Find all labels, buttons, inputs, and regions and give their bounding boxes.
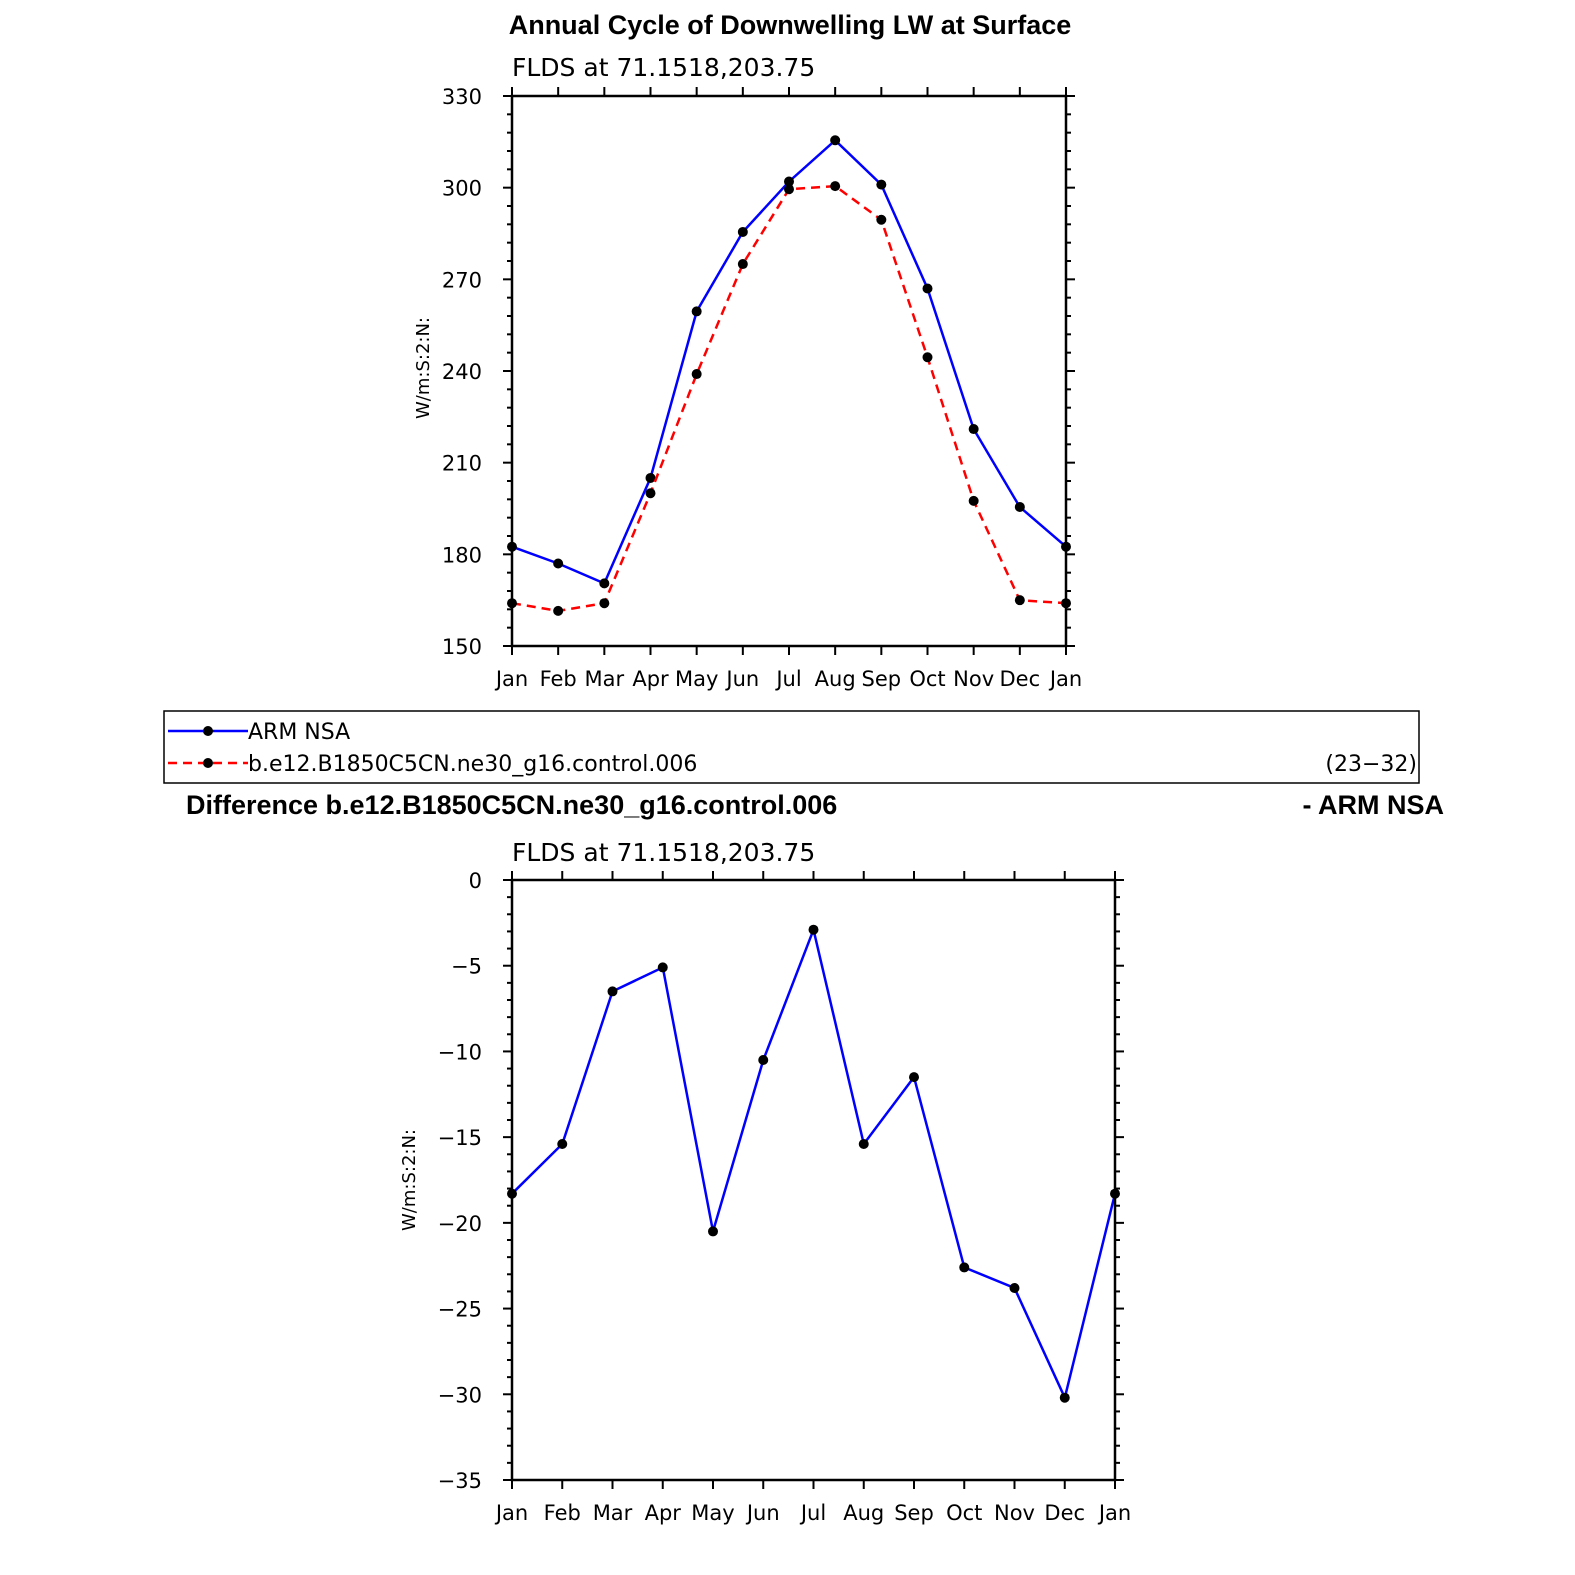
bottom-chart-title-left: Difference b.e12.B1850C5CN.ne30_g16.cont… [186,790,837,820]
top-data-point [691,369,702,380]
bottom-data-point [909,1072,919,1083]
bottom-xtick-label: Nov [994,1501,1035,1525]
top-data-point [876,179,887,190]
top-data-point [599,578,610,589]
bottom-data-point [557,1139,568,1149]
bottom-chart-title-right: - ARM NSA [1303,790,1445,820]
top-chart-axes: Jan Feb Mar Apr May Jun Jul Aug Sep Oct Nov Dec Jan 1… [442,85,1082,691]
bottom-xtick-label: Sep [894,1501,934,1525]
bottom-xtick-label: May [691,1501,734,1525]
bottom-data-point [657,962,668,973]
top-data-point [553,605,564,616]
top-data-point [784,184,794,195]
bottom-ytick-label: −10 [438,1040,482,1064]
bottom-chart-series [507,924,1120,1403]
top-xtick-label: Mar [585,667,625,691]
bottom-ytick-label: −25 [438,1298,482,1322]
bottom-data-point [808,924,819,935]
bottom-xtick-label: Dec [1044,1501,1085,1525]
top-xtick-label: Apr [632,667,669,691]
top-data-point [784,176,794,187]
bottom-xtick-label: Jul [799,1501,826,1525]
top-ytick-label: 180 [442,543,482,567]
bottom-data-point [758,1055,769,1065]
legend-marker-arm-nsa [203,726,213,736]
bottom-ytick-label: −20 [438,1212,482,1236]
top-xtick-label: Jan [1048,667,1082,691]
bottom-series-line-0 [511,925,1117,1402]
top-ytick-label: 150 [442,635,482,659]
top-chart-frame [510,94,1068,648]
top-series-line-1 [511,184,1067,613]
top-data-point [922,283,933,294]
top-data-point [830,135,841,146]
top-data-point [968,495,979,506]
top-data-point [737,226,748,237]
top-chart-title: Annual Cycle of Downwelling LW at Surfac… [509,10,1072,40]
bottom-data-point [858,1139,869,1149]
legend-label-arm-nsa: ARM NSA [248,720,350,745]
top-chart-ylabel: W/m:S:2:N: [413,317,434,419]
bottom-chart-axes: Jan Feb Mar Apr May Jun Jul Aug Sep Oct Nov Dec Jan−… [438,869,1132,1525]
bottom-chart-frame [510,878,1117,1482]
top-data-point [553,558,564,569]
top-xtick-label: Nov [953,667,994,691]
bottom-xtick-label: Apr [645,1501,682,1525]
bottom-xtick-label: Jan [1097,1501,1131,1525]
top-data-point [876,214,887,225]
bottom-data-point [708,1226,718,1237]
top-xtick-label: Aug [815,667,856,691]
top-data-point [645,488,656,499]
top-ytick-label: 330 [442,85,482,109]
top-ytick-label: 300 [442,177,482,201]
top-xtick-label: Jan [494,667,528,691]
legend-note: (23−32) [1325,752,1417,777]
top-series-line-0 [511,138,1067,586]
top-ytick-label: 270 [442,268,482,292]
top-ytick-label: 240 [442,360,482,384]
bottom-data-point [1009,1283,1020,1293]
bottom-xtick-label: Mar [593,1501,633,1525]
bottom-xtick-label: Jun [745,1501,780,1525]
bottom-xtick-label: Jan [494,1501,528,1525]
top-data-point [1014,595,1025,606]
top-ytick-label: 210 [442,452,482,476]
top-data-point [737,259,748,270]
legend-marker-model [203,758,213,768]
bottom-data-point [1059,1392,1070,1403]
legend-box [163,710,1420,784]
top-xtick-label: May [675,667,718,691]
bottom-chart-ylabel: W/m:S:2:N: [399,1129,420,1231]
bottom-xtick-label: Aug [843,1501,884,1525]
legend-label-model: b.e12.B1850C5CN.ne30_g16.control.006 [248,752,697,777]
bottom-ytick-label: −5 [451,955,482,979]
top-xtick-label: Feb [540,667,577,691]
top-xtick-label: Jul [774,667,801,691]
bottom-xtick-label: Feb [544,1501,581,1525]
top-data-point [645,472,656,483]
legend: ARM NSA b.e12.B1850C5CN.ne30_g16.control… [163,710,1420,784]
bottom-ytick-label: 0 [469,869,482,893]
top-xtick-label: Oct [909,667,945,691]
top-data-point [968,424,979,435]
top-data-point [1014,501,1025,512]
top-chart-subtitle: FLDS at 71.1518,203.75 [512,53,815,82]
bottom-ytick-label: −30 [438,1383,482,1407]
top-data-point [599,598,610,609]
top-data-point [830,181,841,192]
top-data-point [691,306,702,317]
top-chart-series [507,135,1071,616]
bottom-ytick-label: −35 [438,1469,482,1493]
bottom-xtick-label: Oct [946,1501,982,1525]
bottom-chart-subtitle: FLDS at 71.1518,203.75 [512,838,815,867]
top-data-point [922,352,933,363]
bottom-ytick-label: −15 [438,1126,482,1150]
top-xtick-label: Sep [862,667,902,691]
bottom-data-point [607,986,618,997]
top-xtick-label: Dec [1000,667,1041,691]
bottom-data-point [959,1262,970,1273]
top-xtick-label: Jun [724,667,759,691]
